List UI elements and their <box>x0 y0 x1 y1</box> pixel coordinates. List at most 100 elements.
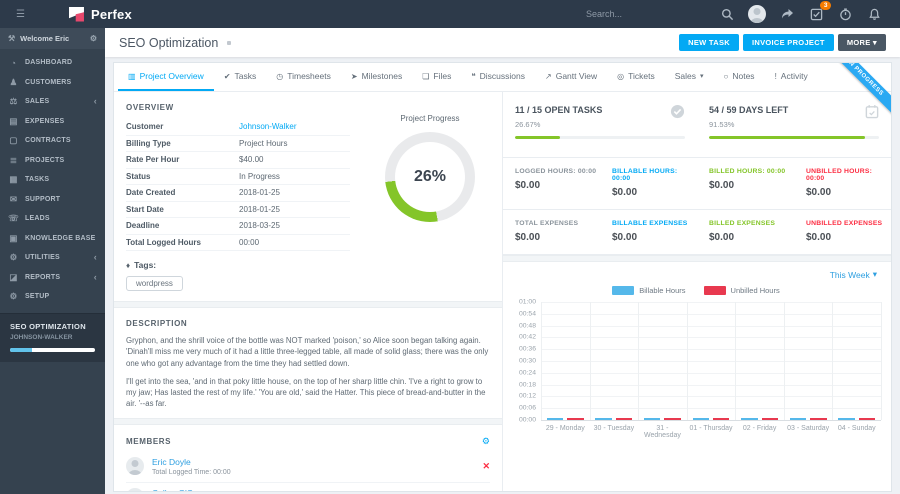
new-task-button[interactable]: NEW TASK <box>679 34 739 51</box>
top-navbar: ☰ Perfex Search... 3 <box>0 0 900 28</box>
tab-tasks[interactable]: ✔ Tasks <box>214 63 266 91</box>
tab-timesheets[interactable]: ◷ Timesheets <box>266 63 341 91</box>
x-tick-label: 01 - Thursday <box>689 425 733 432</box>
sidebar-item-setup[interactable]: ⚙ SETUP <box>0 287 105 307</box>
tab-tickets[interactable]: ◎ Tickets <box>607 63 665 91</box>
tab-label: Timesheets <box>287 71 331 81</box>
overview-row: Start Date 2018-01-25 <box>126 202 350 218</box>
open-tasks-stat: 11 / 15 OPEN TASKS 26.67% <box>503 92 697 157</box>
member-name-link[interactable]: Eric Doyle <box>152 456 191 467</box>
overview-row-value: 2018-01-25 <box>239 204 280 214</box>
brand-logo[interactable]: Perfex <box>69 7 132 22</box>
sidebar-item-reports[interactable]: ◪ REPORTS ‹ <box>0 268 105 288</box>
tab-activity[interactable]: ! Activity <box>765 63 818 91</box>
sidebar-item-knowledge-base[interactable]: ▣ KNOWLEDGE BASE <box>0 229 105 249</box>
days-left-title: 54 / 59 DAYS LEFT <box>709 105 789 115</box>
tab-sales[interactable]: Sales ▾ <box>665 63 714 91</box>
overview-row-value: $40.00 <box>239 155 264 165</box>
tab-discussions[interactable]: ❝ Discussions <box>461 63 535 91</box>
member-name-link[interactable]: Cullen O'Conner <box>152 488 231 491</box>
sidebar-item-icon: ▣ <box>9 232 18 243</box>
tab-notes[interactable]: ○ Notes <box>714 63 765 91</box>
remove-member-icon[interactable]: ✕ <box>482 460 490 471</box>
tag-chip[interactable]: wordpress <box>126 276 183 291</box>
chart-bar <box>838 418 855 420</box>
gridline-h <box>541 396 881 398</box>
tab-label: Notes <box>732 71 755 81</box>
sidebar-item-tasks[interactable]: ▦ TASKS <box>0 170 105 190</box>
overview-row-value: 2018-03-25 <box>239 221 280 231</box>
tab-icon: ↗ <box>545 71 552 81</box>
sidebar-item-utilities[interactable]: ⚙ UTILITIES ‹ <box>0 248 105 268</box>
tab-label: Tickets <box>628 71 655 81</box>
x-tick-label: 04 - Sunday <box>837 425 876 432</box>
chart-bar <box>595 418 612 420</box>
chart-bar <box>741 418 758 420</box>
gear-icon[interactable]: ⚙ <box>89 34 97 43</box>
member-logged-time: Total Logged Time: 00:00 <box>152 468 231 476</box>
legend-swatch <box>612 286 635 295</box>
tab-icon: ➤ <box>350 71 358 81</box>
sidebar-item-label: UTILITIES <box>25 254 60 262</box>
sidebar-item-icon: ▦ <box>9 174 18 185</box>
timer-icon[interactable] <box>837 6 853 22</box>
week-filter[interactable]: This Week ▾ <box>503 262 891 282</box>
bell-icon[interactable] <box>866 6 882 22</box>
days-left-stat: 54 / 59 DAYS LEFT 91.53% <box>697 92 891 157</box>
expenses-value: $0.00 <box>612 232 638 243</box>
invoice-project-button[interactable]: INVOICE PROJECT <box>742 34 834 51</box>
tab-project-overview[interactable]: ▥ Project Overview <box>118 63 214 91</box>
quick-actions-icon[interactable] <box>779 6 795 22</box>
tab-files[interactable]: ❏ Files <box>412 63 461 91</box>
member-row: Eric Doyle Total Logged Time: 00:00 ✕ <box>126 452 490 483</box>
overview-row: Rate Per Hour $40.00 <box>126 152 350 169</box>
overview-column: OVERVIEW Customer Johnson-Walker Billing… <box>114 92 503 491</box>
tab-milestones[interactable]: ➤ Milestones <box>341 63 412 91</box>
sidebar-item-contracts[interactable]: ▢ CONTRACTS <box>0 131 105 151</box>
member-avatar <box>126 457 144 476</box>
y-tick-label: 00:24 <box>518 369 536 377</box>
sidebar-item-projects[interactable]: ≣ PROJECTS <box>0 151 105 171</box>
open-tasks-progress-fill <box>515 136 561 139</box>
tab-gantt-view[interactable]: ↗ Gantt View <box>535 63 607 91</box>
gridline-v <box>686 302 688 420</box>
members-settings-icon[interactable]: ⚙ <box>481 435 490 446</box>
y-tick-label: 00:42 <box>518 333 536 341</box>
hours-label: BILLED HOURS: 00:00 <box>709 168 786 175</box>
sidebar-item-customers[interactable]: ♟ CUSTOMERS <box>0 73 105 93</box>
hours-row: LOGGED HOURS: 00:00 $0.00 BILLABLE HOURS… <box>503 158 891 210</box>
user-avatar[interactable] <box>748 5 766 23</box>
members-heading: MEMBERS <box>126 436 172 446</box>
notification-badge: 3 <box>820 1 831 10</box>
search-input[interactable]: Search... <box>585 9 622 19</box>
todo-icon[interactable]: 3 <box>808 1 831 22</box>
more-button[interactable]: MORE ▾ <box>837 34 886 51</box>
sidebar-current-project[interactable]: SEO OPTIMIZATION JOHNSON-WALKER <box>0 312 105 362</box>
menu-toggle-icon[interactable]: ☰ <box>16 8 25 20</box>
caret-down-icon: ▾ <box>699 73 704 80</box>
gridline-h <box>541 408 881 410</box>
expenses-cell: UNBILLED EXPENSES $0.00 <box>794 210 891 254</box>
sidebar-item-expenses[interactable]: ▤ EXPENSES <box>0 112 105 132</box>
hours-value: $0.00 <box>612 187 638 198</box>
chart-bar <box>615 418 633 420</box>
gridline-v <box>881 302 882 420</box>
y-tick-label: 00:30 <box>518 357 536 365</box>
search-icon[interactable] <box>719 6 735 22</box>
sidebar-item-icon: ◪ <box>9 271 18 282</box>
tab-label: Project Overview <box>139 71 204 81</box>
project-progress-label: Project Progress <box>400 114 460 123</box>
sidebar-item-dashboard[interactable]: ◔ DASHBOARD <box>0 53 105 73</box>
sidebar-item-sales[interactable]: ⚖ SALES ‹ <box>0 92 105 112</box>
days-left-percent: 91.53% <box>709 120 735 129</box>
gridline-v <box>783 302 785 420</box>
edit-project-icon[interactable] <box>227 40 232 45</box>
sidebar-item-leads[interactable]: ☏ LEADS <box>0 209 105 229</box>
gridline-h <box>541 384 881 386</box>
caret-down-icon: ▾ <box>872 38 877 47</box>
overview-row: Date Created 2018-01-25 <box>126 185 350 202</box>
sidebar-item-support[interactable]: ✉ SUPPORT <box>0 190 105 210</box>
chevron-left-icon: ‹ <box>93 96 97 107</box>
overview-row-label: Customer <box>126 122 164 132</box>
tab-label: Discussions <box>479 71 525 81</box>
